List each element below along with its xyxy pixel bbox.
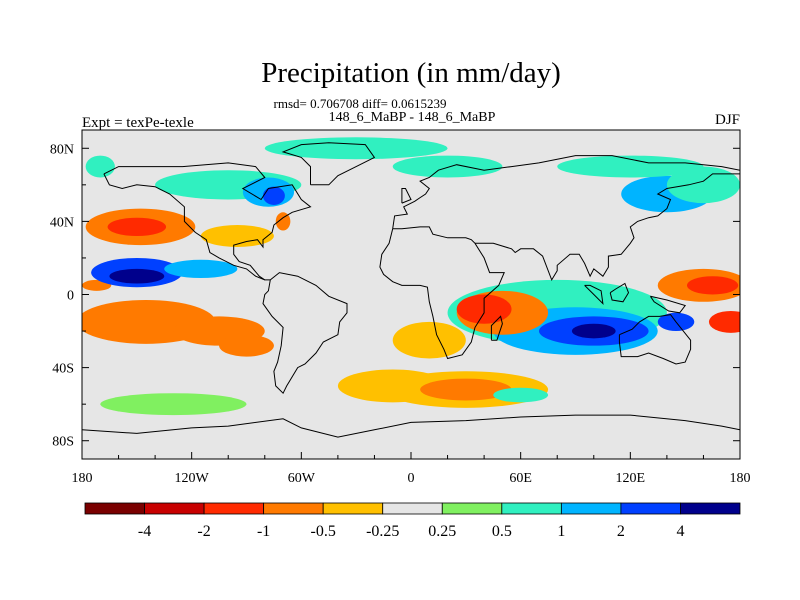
precip-region bbox=[100, 393, 247, 416]
coastline bbox=[475, 173, 740, 282]
precip-region bbox=[392, 321, 466, 359]
precip-region bbox=[493, 387, 549, 403]
colorbar-box bbox=[501, 502, 562, 515]
coastline bbox=[392, 155, 740, 229]
precip-region bbox=[262, 186, 285, 205]
y-tick-label: 80N bbox=[50, 142, 74, 157]
colorbar-box bbox=[441, 502, 503, 515]
colorbar-label: -2 bbox=[197, 523, 210, 540]
colorbar: -4 -2 -1 -0.5 -0.25 0.25 0.5 1 2 4 bbox=[84, 502, 741, 540]
coastline bbox=[401, 188, 412, 204]
coastline bbox=[262, 272, 348, 395]
y-tick-label: 80S bbox=[52, 435, 74, 450]
colorbar-label: -0.5 bbox=[311, 523, 336, 540]
colorbar-label: 0.5 bbox=[492, 523, 512, 540]
precip-region bbox=[666, 166, 740, 204]
y-tick-label: 40N bbox=[50, 215, 74, 230]
precip-region bbox=[571, 323, 616, 339]
colorbar-box bbox=[620, 502, 681, 515]
precip-region bbox=[200, 225, 274, 247]
coastline bbox=[281, 142, 376, 186]
colorbar-label: 2 bbox=[617, 523, 625, 540]
x-tick-label: 120E bbox=[616, 471, 646, 486]
coastline bbox=[82, 414, 740, 438]
x-tick-label: 60E bbox=[509, 471, 532, 486]
chart-subtitle: rmsd= 0.706708 diff= 0.0615239 bbox=[274, 96, 447, 111]
precip-region bbox=[557, 155, 704, 178]
x-tick-label: 0 bbox=[408, 471, 415, 486]
precip-region bbox=[164, 259, 238, 279]
coastline bbox=[103, 162, 312, 281]
coastlines bbox=[82, 142, 740, 438]
colorbar-label: 1 bbox=[557, 523, 565, 540]
x-tick-label: 60W bbox=[288, 471, 316, 486]
precip-region bbox=[686, 276, 739, 295]
coastline bbox=[618, 314, 692, 365]
precip-region bbox=[264, 137, 448, 160]
coastline bbox=[649, 295, 687, 314]
precip-region bbox=[109, 268, 165, 284]
colorbar-box bbox=[322, 502, 384, 515]
colorbar-label: -4 bbox=[138, 523, 151, 540]
coastline bbox=[379, 226, 505, 360]
colorbar-box bbox=[144, 502, 205, 515]
colorbar-box bbox=[84, 502, 145, 515]
y-tick-label: 40S bbox=[52, 362, 74, 377]
precip-region bbox=[420, 378, 512, 401]
colorbar-box bbox=[680, 502, 741, 515]
colorbar-box bbox=[263, 502, 324, 515]
season-label: DJF bbox=[715, 112, 740, 128]
x-tick-label: 180 bbox=[72, 471, 93, 486]
precip-region bbox=[392, 155, 503, 178]
x-tick-label: 120W bbox=[175, 471, 210, 486]
y-tick-label: 0 bbox=[67, 289, 74, 304]
coastline bbox=[609, 282, 630, 303]
colorbar-label: -0.25 bbox=[366, 523, 399, 540]
colorbar-label: 4 bbox=[676, 523, 684, 540]
colorbar-box bbox=[382, 502, 443, 515]
colorbar-box bbox=[203, 502, 265, 515]
colorbar-label: 0.25 bbox=[428, 523, 456, 540]
experiment-names: 148_6_MaBP - 148_6_MaBP bbox=[329, 110, 496, 125]
coastline bbox=[490, 315, 503, 341]
precip-region bbox=[275, 212, 291, 231]
coastline bbox=[103, 173, 265, 281]
precipitation-field bbox=[82, 137, 740, 416]
x-tick-label: 180 bbox=[730, 471, 751, 486]
precip-region bbox=[107, 217, 167, 237]
colorbar-label: -1 bbox=[257, 523, 270, 540]
precip-region bbox=[219, 334, 274, 357]
left-label: Expt = texPe-texle bbox=[82, 115, 194, 131]
y-axis: 80N 40N 0 40S 80S bbox=[50, 142, 740, 450]
x-axis: 180 120W 60W 0 60E 120E 180 bbox=[72, 452, 751, 486]
precip-region bbox=[85, 155, 115, 178]
chart-title: Precipitation (in mm/day) bbox=[261, 57, 561, 89]
colorbar-box bbox=[560, 502, 622, 515]
precip-region bbox=[708, 310, 740, 333]
coastline bbox=[584, 284, 604, 306]
